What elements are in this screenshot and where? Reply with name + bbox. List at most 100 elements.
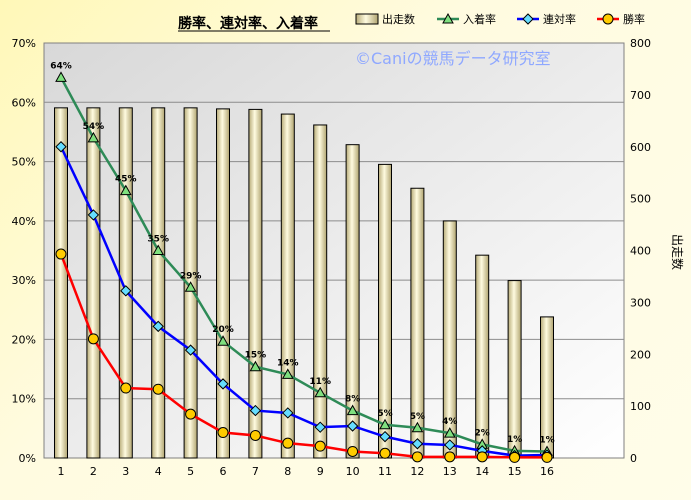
- legend-label: 出走数: [382, 12, 415, 26]
- watermark: ©Caniの競馬データ研究室: [355, 49, 551, 68]
- point: [347, 445, 359, 457]
- point: [152, 244, 165, 255]
- point: [87, 131, 100, 143]
- point: [217, 335, 229, 346]
- y-right-tick-label: 0: [630, 452, 637, 465]
- point: [87, 209, 100, 221]
- bar: [507, 280, 522, 459]
- point: [87, 333, 99, 345]
- point: [476, 451, 488, 463]
- legend-marker: [522, 13, 534, 25]
- legend: 出走数 入着率 連対率 勝率: [355, 12, 645, 26]
- y-left-tick-label: 10%: [12, 393, 36, 406]
- data-label: 54%: [83, 122, 105, 132]
- x-tick-label: 8: [284, 465, 291, 478]
- y-right-tick-label: 500: [630, 193, 651, 206]
- bar: [345, 144, 360, 459]
- point: [314, 440, 326, 452]
- point: [152, 383, 164, 395]
- point: [217, 427, 229, 439]
- data-label: 45%: [115, 175, 137, 185]
- y-right-axis-title: 出走数: [670, 234, 685, 270]
- y-right-tick-label: 600: [630, 141, 651, 154]
- data-label: 29%: [180, 271, 202, 281]
- legend-label: 勝率: [623, 12, 645, 26]
- point: [249, 429, 261, 441]
- x-tick-label: 5: [187, 465, 194, 478]
- data-label: 4%: [442, 417, 457, 427]
- point: [152, 320, 164, 333]
- bar: [313, 124, 328, 459]
- point: [411, 451, 423, 463]
- series-line: [59, 76, 548, 453]
- x-tick-label: 14: [475, 465, 489, 478]
- point: [314, 386, 327, 398]
- point: [314, 421, 326, 433]
- point: [379, 418, 391, 430]
- legend-swatch: [355, 13, 379, 25]
- legend-marker: [602, 13, 614, 25]
- y-left-tick-label: 40%: [12, 215, 36, 228]
- point: [55, 141, 67, 153]
- x-tick-label: 10: [346, 465, 360, 478]
- y-right-tick-label: 800: [630, 37, 651, 50]
- data-label: 14%: [277, 358, 299, 368]
- point: [411, 421, 424, 433]
- point: [509, 451, 521, 463]
- x-tick-label: 1: [58, 465, 65, 478]
- x-tick-label: 11: [378, 465, 392, 478]
- point: [55, 248, 67, 260]
- data-label: 11%: [309, 377, 331, 387]
- y-left-tick-label: 20%: [12, 333, 36, 346]
- point: [346, 420, 359, 432]
- point: [217, 378, 229, 390]
- data-label: 2%: [475, 428, 490, 438]
- chart-title: 勝率、連対率、入着率: [178, 15, 318, 32]
- point: [541, 451, 553, 463]
- x-tick-label: 13: [443, 465, 457, 478]
- point: [346, 404, 359, 416]
- point: [443, 427, 456, 438]
- data-label: 15%: [245, 351, 267, 361]
- data-label: 5%: [410, 412, 425, 422]
- x-tick-label: 9: [317, 465, 324, 478]
- bar: [216, 108, 230, 459]
- x-tick-label: 15: [508, 465, 522, 478]
- x-tick-label: 3: [122, 465, 129, 478]
- y-right-tick-label: 200: [630, 348, 651, 361]
- x-axis: 1 2 3 4 5 6 7 8 9 10 11 12 13 14 15 16: [58, 465, 555, 478]
- point: [282, 407, 294, 419]
- data-label: 20%: [212, 325, 234, 335]
- point: [184, 344, 197, 356]
- point: [379, 447, 391, 459]
- x-tick-label: 4: [155, 465, 162, 478]
- point: [185, 408, 197, 420]
- data-labels: 64% 54% 45% 35% 29% 20% 15% 14% 11% 8% 5% 5% 4% 2% 1% 1…: [50, 61, 554, 445]
- legend-label: 連対率: [543, 12, 576, 26]
- point: [55, 71, 67, 82]
- y-left-tick-label: 60%: [12, 96, 36, 109]
- y-left-tick-label: 70%: [12, 37, 36, 50]
- legend-marker: [442, 12, 454, 24]
- point: [249, 360, 262, 372]
- point: [281, 368, 294, 379]
- data-label: 1%: [539, 435, 554, 445]
- point: [120, 382, 132, 394]
- series-line: [59, 253, 547, 459]
- y-right-tick-label: 300: [630, 296, 651, 309]
- y-right-axis: 0 100 200 300 400 500 600 700 800: [630, 37, 651, 465]
- bar: [54, 107, 68, 459]
- x-tick-label: 7: [252, 465, 259, 478]
- y-right-tick-label: 100: [630, 400, 651, 413]
- point: [282, 437, 294, 449]
- y-left-tick-label: 0%: [19, 452, 36, 465]
- series-lines: [59, 76, 548, 459]
- y-left-tick-label: 30%: [12, 274, 36, 287]
- data-label: 1%: [507, 435, 522, 445]
- point: [411, 438, 424, 450]
- series-markers: [55, 71, 553, 463]
- x-tick-label: 16: [540, 465, 554, 478]
- y-right-tick-label: 700: [630, 89, 651, 102]
